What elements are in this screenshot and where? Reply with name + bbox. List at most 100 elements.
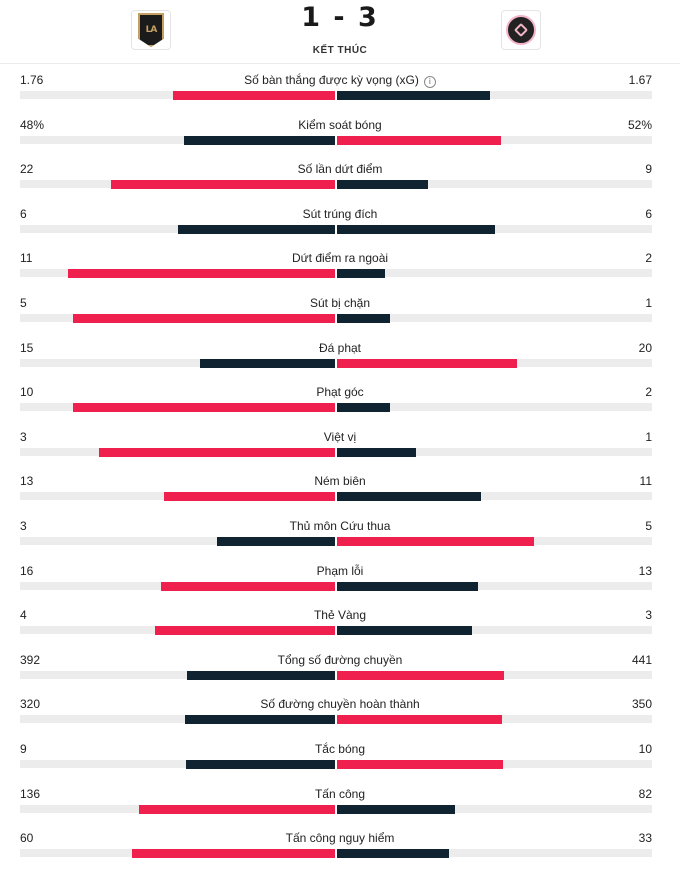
stat-home-value: 22 [20, 162, 34, 177]
stat-home-value: 16 [20, 563, 34, 578]
stat-bar-away [337, 314, 390, 323]
stat-bar-home [111, 180, 335, 190]
stat-label-text: Số lần dứt điểm [297, 162, 383, 177]
stat-bar-divider [335, 670, 337, 680]
stat-label: Thẻ Vàng [0, 608, 680, 622]
stat-label-text: Dứt điểm ra ngoài [291, 251, 389, 266]
stat-bar-divider [335, 403, 337, 413]
stat-bar-home [186, 670, 335, 680]
stat-away-value: 82 [638, 786, 652, 801]
stat-away-value: 10 [638, 742, 652, 756]
stat-label: Đá phạt [0, 341, 680, 355]
stat-home-value: 13 [20, 474, 34, 489]
stat-label-text: Đá phạt [318, 340, 362, 355]
stat-label-text: Số đường chuyền hoàn thành [260, 697, 420, 712]
stat-bar-home [173, 91, 335, 100]
stat-label-text: Việt vị [323, 429, 357, 444]
stat-bar-away [337, 804, 456, 814]
stat-bar-divider [335, 715, 337, 725]
stat-label-text: Sút trúng đích [302, 206, 378, 221]
stat-bar-divider [335, 180, 337, 190]
stat-label-text: Tấn công nguy hiểm [285, 831, 395, 846]
stat-bar-away [337, 492, 482, 502]
stat-bar-away [337, 715, 502, 725]
stat-row: 60 Tấn công nguy hiểm 33 [0, 824, 680, 869]
stat-label-text: Phạt góc [316, 385, 364, 400]
stat-bar-divider [335, 224, 337, 234]
stat-home-value: 10 [20, 385, 34, 400]
stat-label: Số bàn thắng được kỳ vọng (xG) i [0, 73, 680, 88]
stat-bar-home [98, 447, 335, 457]
stat-home-value: 136 [20, 786, 41, 801]
stat-bar-home [177, 224, 335, 234]
stat-bar-home [72, 403, 335, 413]
stat-bar-home [183, 135, 335, 145]
stat-home-value: 392 [20, 652, 41, 667]
stat-home-value: 3 [20, 519, 27, 533]
stat-label: Số lần dứt điểm [0, 162, 680, 176]
stat-away-value: 3 [645, 608, 652, 623]
stat-label: Dứt điểm ra ngoài [0, 251, 680, 265]
inter-miami-crest-icon [506, 15, 536, 45]
stat-bar-divider [335, 447, 337, 457]
stat-row: 22 Số lần dứt điểm 9 [0, 155, 680, 200]
stat-row: 13 Ném biên 11 [0, 467, 680, 512]
stat-away-value: 1 [645, 429, 652, 444]
stat-bar-away [337, 91, 491, 100]
stat-away-value: 350 [631, 697, 652, 712]
stat-row: 16 Phạm lỗi 13 [0, 557, 680, 602]
stat-row: 48% Kiểm soát bóng 52% [0, 111, 680, 156]
stat-label: Phạt góc [0, 385, 680, 399]
stat-away-value: 11 [639, 474, 652, 489]
stat-bar-away [337, 670, 504, 680]
stat-bar-home [131, 849, 335, 859]
home-team-logo[interactable]: LA [131, 10, 171, 50]
stat-label: Tấn công nguy hiểm [0, 831, 680, 845]
stat-bar-away [337, 760, 503, 769]
stat-bar-away [337, 135, 501, 145]
stat-bar-home [200, 358, 335, 368]
stat-label: Sút trúng đích [0, 207, 680, 221]
stat-label: Thủ môn Cứu thua [0, 519, 680, 533]
stat-away-value: 2 [645, 251, 652, 266]
stat-row: 3 Việt vị 1 [0, 423, 680, 468]
stat-away-value: 1.67 [628, 73, 652, 87]
stat-bar-divider [335, 492, 337, 502]
stat-bar-away [337, 269, 386, 279]
stat-away-value: 20 [638, 340, 652, 355]
stat-bar-home [185, 760, 335, 769]
stat-label: Tổng số đường chuyền [0, 653, 680, 667]
away-team-logo[interactable] [501, 10, 541, 50]
stat-bar-home [68, 269, 335, 279]
stat-label-text: Ném biên [314, 474, 366, 489]
stat-row: 11 Dứt điểm ra ngoài 2 [0, 244, 680, 289]
stat-away-value: 52% [627, 117, 652, 132]
stat-bar-home [138, 804, 335, 814]
stat-label-text: Số bàn thắng được kỳ vọng (xG) [244, 73, 419, 87]
stat-away-value: 441 [631, 652, 652, 667]
stat-home-value: 11 [20, 251, 33, 266]
stat-away-value: 13 [638, 563, 652, 578]
stat-bar-divider [335, 91, 337, 100]
stat-bar-home [164, 492, 335, 502]
stat-label-text: Thủ môn Cứu thua [289, 519, 391, 533]
stat-row: 3 Thủ môn Cứu thua 5 [0, 512, 680, 557]
stat-bar-home [155, 626, 335, 636]
stat-bar-home [184, 715, 335, 725]
stat-row: 1.76 Số bàn thắng được kỳ vọng (xG) i 1.67 [0, 66, 680, 111]
stat-bar-away [337, 626, 472, 636]
stat-home-value: 320 [20, 697, 41, 712]
stat-away-value: 1 [645, 296, 652, 310]
stat-bar-divider [335, 849, 337, 859]
stat-away-value: 5 [645, 519, 652, 533]
stat-away-value: 2 [645, 385, 652, 400]
stat-row: 15 Đá phạt 20 [0, 334, 680, 379]
stat-row: 320 Số đường chuyền hoàn thành 350 [0, 690, 680, 735]
stat-bar-divider [335, 314, 337, 323]
stat-away-value: 9 [645, 162, 652, 177]
stat-bar-divider [335, 581, 337, 591]
stat-label: Tấn công [0, 787, 680, 801]
stat-bar-divider [335, 626, 337, 636]
info-icon[interactable]: i [423, 76, 436, 88]
stat-label-text: Phạm lỗi [316, 563, 364, 578]
